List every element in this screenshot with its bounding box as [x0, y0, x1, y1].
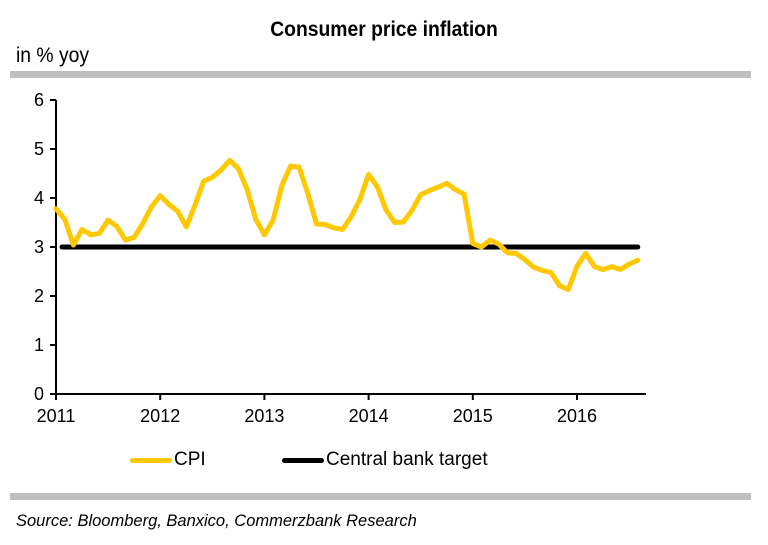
axes	[50, 99, 646, 400]
bottom-divider	[10, 493, 751, 500]
source-note: Source: Bloomberg, Banxico, Commerzbank …	[16, 512, 417, 530]
legend-item-cpi: CPI	[130, 449, 206, 471]
target-legend-label: Central bank target	[326, 449, 488, 470]
cpi-legend-label: CPI	[174, 449, 206, 470]
x-tick-label: 2013	[244, 406, 284, 426]
target-legend-swatch	[282, 457, 324, 463]
y-tick-label: 6	[34, 90, 44, 110]
top-divider	[10, 71, 751, 78]
y-tick-label: 0	[34, 384, 44, 404]
x-tick-label: 2015	[453, 406, 493, 426]
y-tick-label: 4	[34, 188, 44, 208]
chart-title: Consumer price inflation	[270, 18, 498, 41]
x-tick-label: 2014	[349, 406, 389, 426]
legend-item-central-bank-target: Central bank target	[282, 449, 488, 471]
series-lines	[53, 157, 641, 293]
x-tick-label: 2011	[37, 406, 76, 426]
cpi-legend-swatch	[130, 457, 172, 463]
x-tick-label: 2012	[140, 406, 180, 426]
y-tick-label: 3	[34, 237, 44, 257]
y-tick-label: 2	[34, 286, 44, 306]
y-tick-label: 1	[34, 335, 44, 355]
cpi-line	[53, 157, 641, 293]
y-axis-unit-label: in % yoy	[16, 44, 90, 67]
x-tick-label: 2016	[557, 406, 597, 426]
y-tick-label: 5	[34, 139, 44, 159]
tick-labels: 0 1 2 3 4 5 6 2011 2012 2013 2014 2015 2016	[34, 90, 597, 426]
